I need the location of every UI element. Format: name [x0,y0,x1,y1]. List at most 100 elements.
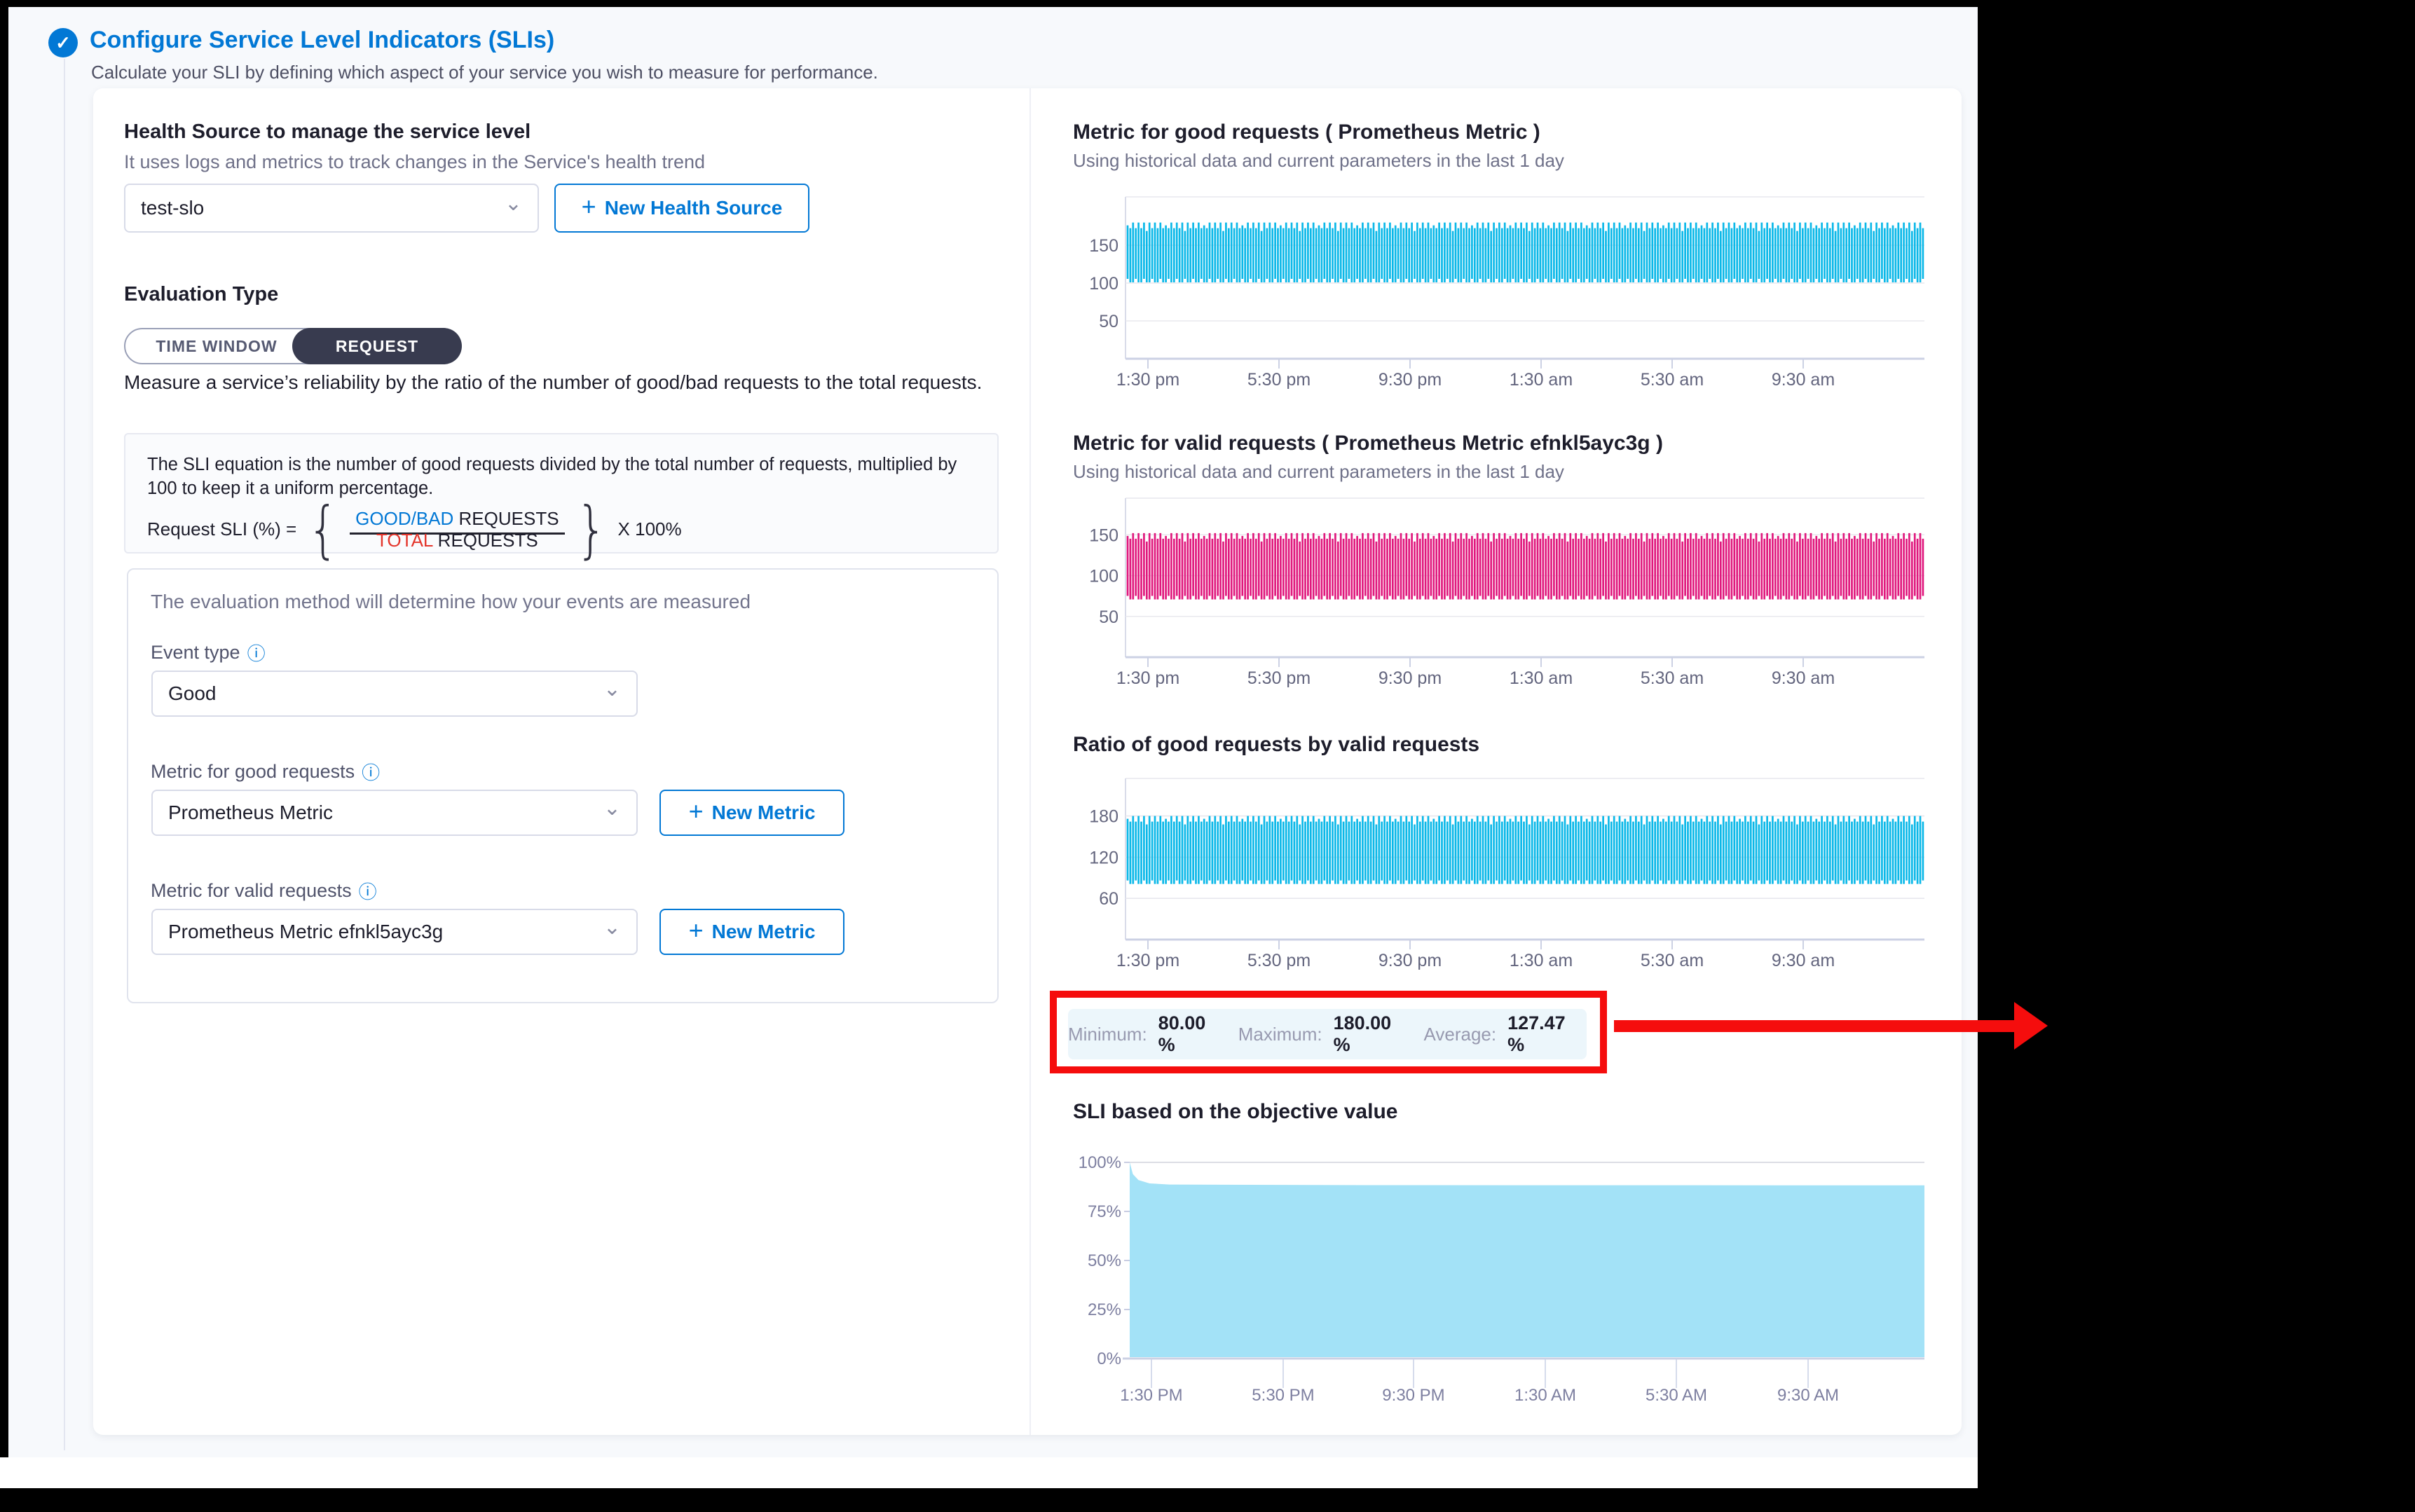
event-type-select[interactable]: Good ⌄ [151,671,638,717]
health-source-label: Health Source to manage the service leve… [124,121,531,143]
svg-text:5:30 PM: 5:30 PM [1252,1386,1314,1405]
svg-text:50%: 50% [1088,1251,1121,1270]
evaluation-type-description: Measure a service’s reliability by the r… [124,371,983,393]
svg-text:5:30 am: 5:30 am [1641,370,1704,390]
valid-metric-label-text: Metric for valid requests [151,880,352,901]
ratio-stats-box: Minimum: 80.00 % Maximum: 180.00 % Avera… [1068,1009,1587,1059]
average-label: Average: [1423,1023,1497,1045]
evaluation-method-hint: The evaluation method will determine how… [151,591,751,612]
good-requests-chart-title: Metric for good requests ( Prometheus Me… [1073,121,1540,144]
good-metric-selected-value: Prometheus Metric [168,802,333,823]
event-type-selected-value: Good [168,682,217,704]
new-valid-metric-button-label: New Metric [711,921,816,942]
page-subtitle: Calculate your SLI by defining which asp… [91,62,878,83]
svg-text:1:30 pm: 1:30 pm [1116,668,1179,688]
minimum-value: 80.00 % [1158,1012,1206,1055]
svg-text:5:30 pm: 5:30 pm [1247,668,1311,688]
svg-text:180: 180 [1089,807,1118,827]
svg-text:1:30 AM: 1:30 AM [1514,1386,1576,1405]
svg-text:25%: 25% [1088,1300,1121,1319]
denominator-highlight: TOTAL [376,529,433,551]
svg-text:100: 100 [1089,274,1118,294]
new-health-source-button-label: New Health Source [604,197,783,219]
formula-fraction: GOOD/BAD REQUESTS TOTAL REQUESTS [350,507,565,551]
new-valid-metric-button[interactable]: + New Metric [659,909,844,955]
ratio-chart: 60 120 180 1:30 pm 5:30 pm 9:30 pm 1:30 am 5:30… [1051,768,1948,1013]
annotation-highlight-rectangle [1050,991,1607,1073]
new-health-source-button[interactable]: + New Health Source [554,184,809,233]
svg-text:9:30 AM: 9:30 AM [1777,1386,1839,1405]
maximum-label: Maximum: [1238,1023,1322,1045]
denominator-rest: REQUESTS [432,529,538,551]
valid-requests-chart: 50 100 150 1:30 pm 5:30 pm 9:30 pm 1:30 am 5:30… [1051,488,1948,726]
valid-metric-selected-value: Prometheus Metric efnkl5ayc3g [168,921,444,942]
close-brace: } [575,493,607,565]
ratio-chart-title: Ratio of good requests by valid requests [1073,733,1480,756]
info-icon[interactable]: ⓘ [362,762,381,783]
sli-equation-text: The SLI equation is the number of good r… [147,455,957,498]
valid-metric-label: Metric for valid requests ⓘ [151,878,377,904]
health-source-hint: It uses logs and metrics to track change… [124,151,706,172]
sli-objective-chart-title: SLI based on the objective value [1073,1100,1398,1123]
stepper-connector-line [64,59,65,1450]
svg-text:150: 150 [1089,236,1118,256]
new-good-metric-button[interactable]: + New Metric [659,790,844,836]
open-brace: { [307,493,339,565]
valid-requests-chart-title: Metric for valid requests ( Prometheus M… [1073,432,1663,455]
svg-text:5:30 pm: 5:30 pm [1247,951,1311,970]
minimum-label: Minimum: [1068,1023,1147,1045]
svg-text:1:30 PM: 1:30 PM [1120,1386,1182,1405]
svg-text:5:30 am: 5:30 am [1641,668,1704,688]
numerator-highlight: GOOD/BAD [355,507,454,529]
annotation-arrow-head-icon [2014,1002,2048,1050]
svg-text:9:30 am: 9:30 am [1772,951,1835,970]
evaluation-type-toggle: TIME WINDOW REQUEST [124,328,462,364]
info-icon[interactable]: ⓘ [247,643,266,664]
svg-text:9:30 am: 9:30 am [1772,668,1835,688]
svg-text:120: 120 [1089,848,1118,867]
column-divider [1029,88,1031,1435]
svg-text:9:30 pm: 9:30 pm [1378,951,1442,970]
new-good-metric-button-label: New Metric [711,802,816,823]
maximum-value: 180.00 % [1333,1012,1392,1055]
svg-text:9:30 pm: 9:30 pm [1378,668,1442,688]
toggle-option-time-window[interactable]: TIME WINDOW [156,336,278,355]
event-type-label: Event type ⓘ [151,640,266,666]
formula-numerator: GOOD/BAD REQUESTS [350,507,565,535]
svg-text:1:30 am: 1:30 am [1510,951,1573,970]
page-title: Configure Service Level Indicators (SLIs… [90,27,555,53]
svg-text:60: 60 [1099,889,1118,909]
plus-icon: + [688,916,704,944]
svg-text:1:30 pm: 1:30 pm [1116,951,1179,970]
health-source-select[interactable]: test-slo ⌄ [124,184,539,233]
formula-lhs: Request SLI (%) = [147,518,297,540]
annotation-arrow-line [1614,1020,2019,1032]
svg-text:1:30 pm: 1:30 pm [1116,370,1179,390]
svg-text:5:30 am: 5:30 am [1641,951,1704,970]
valid-requests-chart-subtitle: Using historical data and current parame… [1073,461,1564,482]
svg-text:5:30 AM: 5:30 AM [1646,1386,1707,1405]
good-metric-label-text: Metric for good requests [151,761,355,782]
sli-equation-box [124,433,999,554]
step-complete-check-icon: ✓ [48,28,78,57]
svg-text:1:30 am: 1:30 am [1510,370,1573,390]
valid-metric-select[interactable]: Prometheus Metric efnkl5ayc3g ⌄ [151,909,638,955]
evaluation-type-label: Evaluation Type [124,283,279,305]
good-metric-select[interactable]: Prometheus Metric ⌄ [151,790,638,836]
event-type-label-text: Event type [151,642,240,663]
sli-objective-chart: 0% 25% 50% 75% 100% 1:30 PM 5:30 PM 9:30 PM 1:30… [1051,1142,1948,1415]
health-source-selected-value: test-slo [141,197,205,219]
formula-denominator: TOTAL REQUESTS [376,526,538,551]
good-requests-chart-subtitle: Using historical data and current parame… [1073,150,1564,171]
svg-text:9:30 PM: 9:30 PM [1382,1386,1444,1405]
svg-text:0%: 0% [1097,1349,1121,1368]
svg-text:150: 150 [1089,525,1118,545]
numerator-rest: REQUESTS [453,507,559,529]
toggle-option-request[interactable]: REQUEST [292,328,462,364]
svg-text:9:30 pm: 9:30 pm [1378,370,1442,390]
plus-icon: + [581,192,596,221]
info-icon[interactable]: ⓘ [358,881,377,902]
bottom-strip [0,1457,1978,1488]
svg-text:9:30 am: 9:30 am [1772,370,1835,390]
